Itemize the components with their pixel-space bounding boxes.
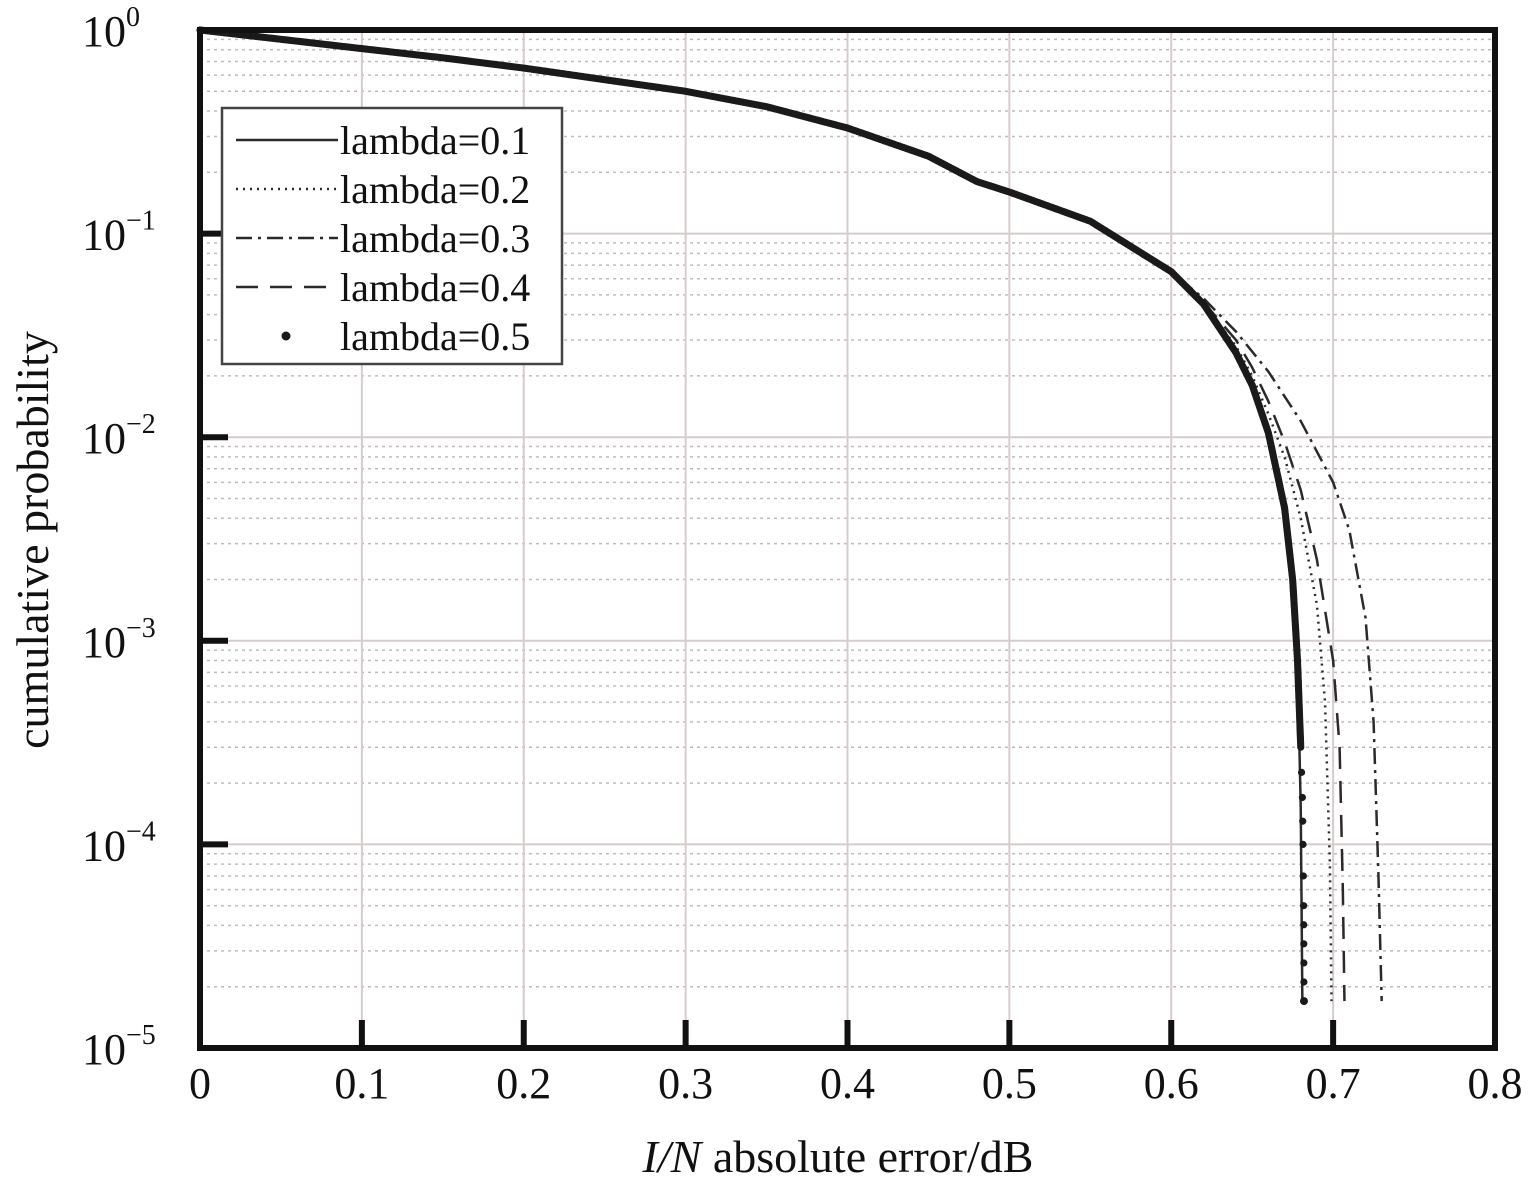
legend-label: lambda=0.3 bbox=[340, 216, 530, 261]
y-tick-label: 10−2 bbox=[82, 409, 156, 463]
series-marker bbox=[1297, 768, 1306, 776]
y-tick-label: 10−5 bbox=[82, 1020, 156, 1074]
x-tick-label: 0.2 bbox=[496, 1059, 551, 1108]
x-tick-label: 0 bbox=[189, 1059, 211, 1108]
y-tick-label-base: 10 bbox=[82, 618, 126, 667]
x-tick-label: 0.6 bbox=[1144, 1059, 1199, 1108]
legend-item: lambda=0.1 bbox=[236, 118, 530, 163]
y-tick-label-base: 10 bbox=[82, 7, 126, 56]
y-tick-label-exponent: −4 bbox=[126, 816, 156, 847]
y-axis-label: cumulative probability bbox=[7, 331, 58, 749]
x-tick-label: 0.4 bbox=[820, 1059, 875, 1108]
y-tick-label-exponent: −1 bbox=[126, 206, 156, 237]
series-marker bbox=[1299, 872, 1307, 880]
y-tick-label: 100 bbox=[82, 2, 140, 56]
series-marker bbox=[1299, 840, 1307, 849]
legend-label: lambda=0.1 bbox=[340, 118, 530, 163]
series-line-2 bbox=[199, 28, 1333, 1002]
x-axis-label: I/N absolute error/dB bbox=[642, 1131, 1034, 1182]
series-marker bbox=[1298, 793, 1306, 802]
y-tick-label-base: 10 bbox=[82, 821, 126, 870]
series-marker bbox=[1299, 997, 1308, 1006]
series-marker bbox=[1300, 940, 1308, 948]
x-tick-labels: 0 0.1 0.2 0.3 0.4 0.5 0.6 0.7 0.8 bbox=[189, 1059, 1523, 1108]
series-markers-5 bbox=[196, 26, 1308, 1006]
x-axis-label-italic: I/N bbox=[642, 1131, 704, 1182]
y-tick-label-base: 10 bbox=[82, 1025, 126, 1074]
y-tick-label-base: 10 bbox=[82, 414, 126, 463]
legend-label: lambda=0.2 bbox=[340, 167, 530, 212]
legend: lambda=0.1lambda=0.2lambda=0.3lambda=0.4… bbox=[220, 106, 564, 366]
y-tick-label: 10−1 bbox=[82, 206, 156, 260]
x-tick-label: 0.5 bbox=[982, 1059, 1037, 1108]
series-marker bbox=[1300, 921, 1308, 929]
legend-label: lambda=0.5 bbox=[340, 314, 530, 359]
y-tick-label: 10−3 bbox=[82, 613, 156, 667]
y-tick-label-base: 10 bbox=[82, 211, 126, 260]
axis-ticks bbox=[197, 27, 1498, 1051]
x-axis-label-rest: absolute error/dB bbox=[701, 1131, 1033, 1182]
legend-swatch-marker bbox=[281, 331, 291, 341]
series-marker bbox=[1300, 959, 1308, 967]
series-marker bbox=[1299, 817, 1307, 825]
series-layer bbox=[196, 26, 1383, 1006]
legend-item: lambda=0.3 bbox=[236, 216, 530, 261]
legend-box bbox=[220, 106, 564, 366]
series-marker bbox=[1300, 902, 1308, 910]
legend-label: lambda=0.4 bbox=[340, 265, 530, 310]
legend-item: lambda=0.5 bbox=[281, 314, 530, 359]
x-tick-label: 0.7 bbox=[1306, 1059, 1361, 1108]
y-tick-label-exponent: −5 bbox=[126, 1020, 156, 1051]
legend-item: lambda=0.2 bbox=[236, 167, 530, 212]
x-tick-label: 0.3 bbox=[658, 1059, 713, 1108]
y-tick-label: 10−4 bbox=[82, 816, 156, 870]
y-tick-label-exponent: −3 bbox=[126, 613, 156, 644]
y-tick-label-exponent: −2 bbox=[126, 409, 156, 440]
legend-item: lambda=0.4 bbox=[236, 265, 530, 310]
y-tick-label-exponent: 0 bbox=[126, 2, 140, 33]
x-tick-label: 0.8 bbox=[1468, 1059, 1523, 1108]
series-marker bbox=[1300, 978, 1308, 986]
x-tick-label: 0.1 bbox=[334, 1059, 389, 1108]
series-marker bbox=[1297, 743, 1305, 751]
